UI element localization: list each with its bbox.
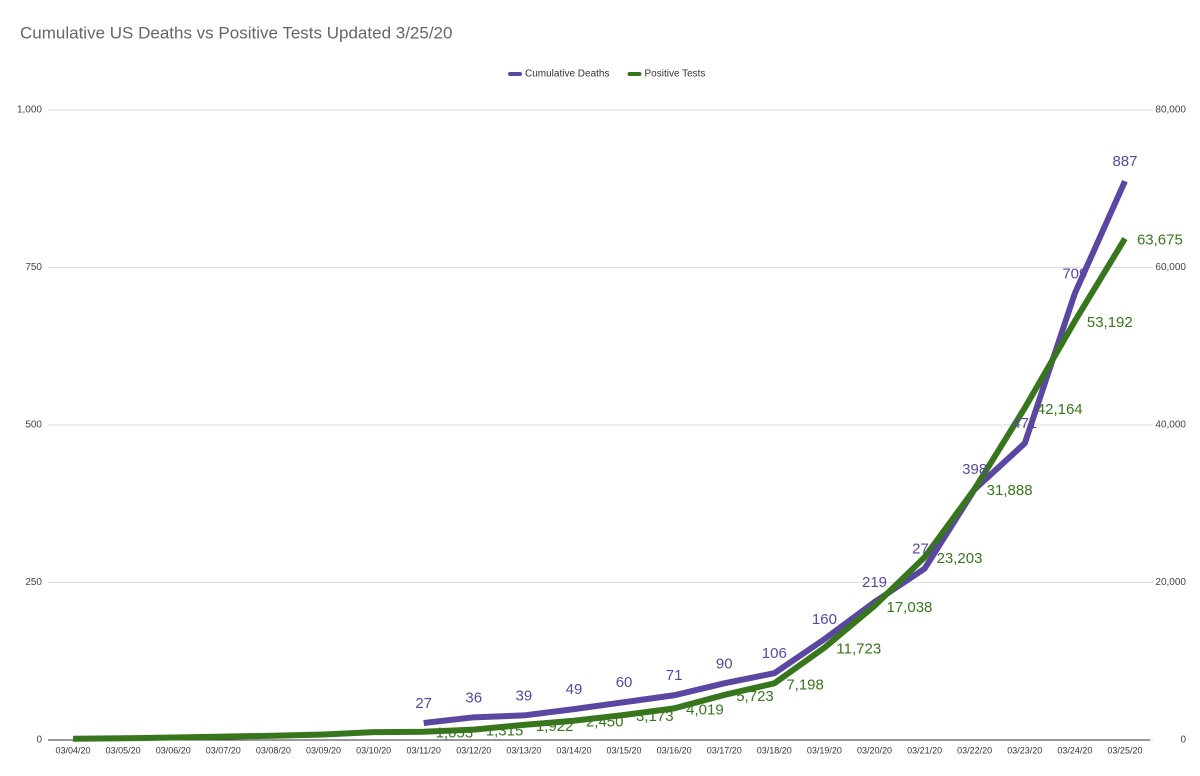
x-tick-label: 03/24/20 (1057, 745, 1092, 755)
x-tick-label: 03/10/20 (356, 745, 391, 755)
legend-label: Cumulative Deaths (525, 69, 609, 80)
x-tick-label: 03/05/20 (106, 745, 141, 755)
data-label: 42,164 (1037, 401, 1083, 418)
data-label: 49 (566, 681, 583, 698)
data-label: 7,198 (786, 676, 824, 693)
data-label: 1,922 (536, 718, 574, 735)
data-label: 53,192 (1087, 314, 1133, 331)
x-tick-label: 03/11/20 (406, 745, 440, 755)
data-label: 4,019 (686, 701, 724, 718)
x-tick-label: 03/22/20 (957, 745, 992, 755)
x-tick-label: 03/14/20 (556, 745, 591, 755)
x-tick-label: 03/04/20 (56, 745, 91, 755)
data-label: 90 (716, 655, 733, 672)
x-tick-label: 03/16/20 (657, 745, 692, 755)
x-tick-label: 03/20/20 (857, 745, 892, 755)
y2-tick-label: 0 (1180, 735, 1186, 746)
chart-title: Cumulative US Deaths vs Positive Tests U… (20, 23, 452, 42)
y-tick-label: 750 (25, 262, 42, 273)
data-label: 471 (1012, 415, 1037, 432)
data-label: 17,038 (887, 599, 933, 616)
x-tick-label: 03/23/20 (1007, 745, 1042, 755)
data-label: 160 (812, 611, 837, 628)
data-label: 887 (1112, 153, 1137, 170)
data-label: 71 (666, 667, 683, 684)
data-label: 3,173 (636, 708, 674, 725)
data-label: 106 (762, 645, 787, 662)
data-label: 63,675 (1137, 232, 1183, 249)
x-tick-label: 03/06/20 (156, 745, 191, 755)
y-tick-label: 500 (25, 420, 42, 431)
x-tick-label: 03/19/20 (807, 745, 842, 755)
data-label: 5,723 (736, 688, 774, 705)
data-label: 1,053 (436, 725, 474, 742)
x-tick-label: 03/15/20 (607, 745, 642, 755)
x-tick-label: 03/13/20 (506, 745, 541, 755)
data-label: 27 (415, 695, 432, 712)
data-label: 60 (616, 674, 633, 691)
data-label: 398 (962, 461, 987, 478)
data-label: 11,723 (836, 641, 881, 658)
data-label: 272 (912, 541, 937, 558)
y2-tick-label: 80,000 (1155, 105, 1186, 116)
data-label: 39 (516, 687, 533, 704)
data-label: 23,203 (937, 550, 983, 567)
data-label: 1,315 (486, 723, 524, 740)
data-label: 36 (465, 689, 482, 706)
y-tick-label: 0 (36, 735, 42, 746)
y2-tick-label: 40,000 (1155, 420, 1186, 431)
x-tick-label: 03/25/20 (1107, 745, 1142, 755)
x-tick-label: 03/12/20 (456, 745, 491, 755)
x-tick-label: 03/07/20 (206, 745, 241, 755)
legend-label: Positive Tests (644, 69, 705, 80)
data-label: 709 (1062, 265, 1087, 282)
y-tick-label: 1,000 (17, 105, 42, 116)
x-tick-label: 03/17/20 (707, 745, 742, 755)
y2-tick-label: 20,000 (1155, 577, 1186, 588)
data-label: 31,888 (987, 482, 1033, 499)
x-tick-label: 03/09/20 (306, 745, 341, 755)
y-tick-label: 250 (25, 577, 42, 588)
x-tick-label: 03/08/20 (256, 745, 291, 755)
data-label: 219 (862, 574, 887, 591)
data-label: 2,450 (586, 714, 624, 731)
x-tick-label: 03/21/20 (907, 745, 942, 755)
series-line (423, 179, 1128, 726)
y2-tick-label: 60,000 (1155, 262, 1186, 273)
series-line (73, 237, 1128, 742)
x-tick-label: 03/18/20 (757, 745, 792, 755)
